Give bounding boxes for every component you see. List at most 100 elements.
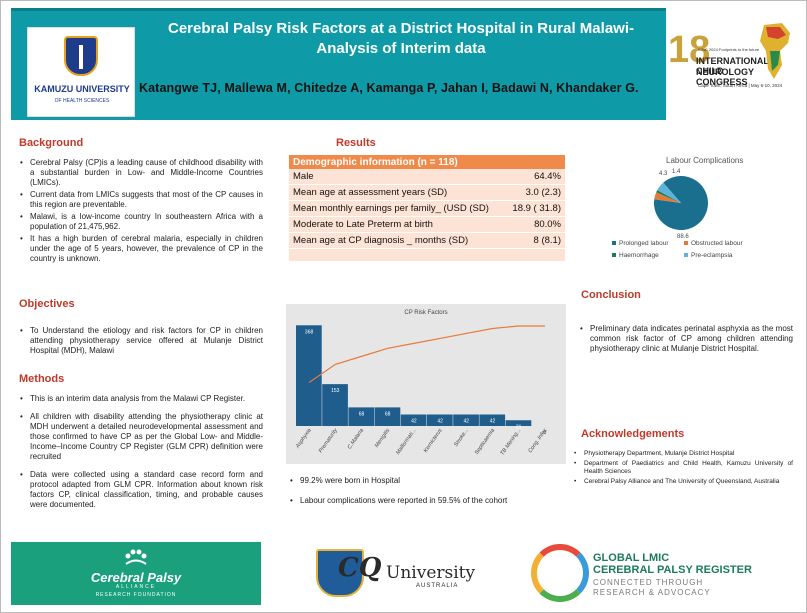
list-item: Data were collected using a standard cas… [19,470,263,510]
cp-alliance-foundation: RESEARCH FOUNDATION [95,592,177,598]
glmic-circle-icon [531,544,589,602]
pie-label-haemorrhage: 1.4 [672,169,681,175]
pie-slice-3 [657,182,681,203]
row-label: Mean monthly earnings per family_ (USD (… [293,203,489,214]
table-row: Mean age at assessment years (SD) 3.0 (2.… [289,185,565,201]
cp-alliance-sub: ALLIANCE [115,584,157,590]
cq-university-logo: CQ University AUSTRALIA [316,549,521,599]
row-label: Mean age at assessment years (SD) [293,187,448,198]
pareto-data-label: 368 [305,329,314,335]
pareto-tick-label: Cong. Infec [527,428,548,455]
pareto-title: CP Risk Factors [404,310,447,316]
list-item: Current data from LMICs suggests that mo… [19,190,263,210]
list-item: This is an interim data analysis from th… [19,394,263,404]
pareto-bar-0 [296,325,322,426]
pareto-tick-label: TB Mening... [500,428,523,457]
pareto-bar-5 [427,414,453,426]
legend-label: Obstructed labour [691,240,744,247]
university-subtitle: OF HEALTH SCIENCES [54,98,110,104]
legend-label: Haemorrhage [619,252,659,259]
row-value: 18.9 ( 31.8) [512,203,561,214]
poster-title: Cerebral Palsy Risk Factors at a Distric… [146,19,656,59]
pareto-bar-8 [505,420,532,426]
list-item: To Understand the etiology and risk fact… [19,326,263,356]
glmic-register-logo: GLOBAL LMIC CEREBRAL PALSY REGISTER CONN… [531,544,801,604]
title-line-2: Analysis of Interim data [316,40,486,57]
row-label: Moderate to Late Preterm at birth [293,219,433,230]
cp-alliance-icon [125,549,147,565]
pareto-data-label: 42 [464,419,470,425]
legend-swatch [684,241,688,245]
row-value: 80.0% [534,219,561,230]
pareto-bar-4 [400,414,427,426]
row-value: 8 (8.1) [533,235,561,246]
background-list: Cerebral Palsy (CP)is a leading cause of… [19,158,263,266]
congress-title-2: NEUROLOGY CONGRESS [696,67,754,87]
pareto-data-label: 42 [437,419,443,425]
legend-swatch [612,253,616,257]
pareto-data-label: 0 [544,430,547,436]
pie-label-obstructed: 4.3 [659,171,668,177]
cq-letters: CQ [338,553,382,583]
cq-shield-icon [316,549,364,597]
kamuzu-university-logo: KAMUZU UNIVERSITY OF HEALTH SCIENCES [27,27,135,117]
list-item: Cerebral Palsy Alliance and The Universi… [573,478,793,486]
table-row: Male 64.4% [289,169,565,185]
africa-map-icon [760,23,790,79]
pareto-tick-label: Menigitis [374,428,392,449]
acknowledgements-list: Physiotherapy Department, Mulanje Distri… [573,450,793,488]
glmic-line-3: CONNECTED THROUGH [593,578,704,587]
list-item: 99.2% were born in Hospital [289,476,564,486]
congress-location: Cape Town, South Africa | May 6-10, 2024 [698,83,783,88]
cq-country: AUSTRALIA [416,583,459,589]
congress-number: 18 [668,29,711,71]
demographic-table: Demographic information (n = 118) Male 64… [289,155,565,261]
table-row: Mean monthly earnings per family_ (USD (… [289,201,565,217]
pareto-bar-1 [322,384,348,426]
university-shield-icon [64,36,98,76]
conclusion-list: Preliminary data indicates perinatal asp… [579,324,793,356]
legend-label: Prolonged labour [619,240,669,247]
pareto-data-label: 68 [385,411,391,417]
pie-slice-2 [656,190,681,203]
pareto-data-label: 42 [411,419,417,425]
pareto-bar-3 [374,407,401,426]
methods-heading: Methods [19,373,65,385]
congress-tagline: ICNC 2024 Footprints to the future [698,47,760,52]
pie-title: Labour Complications [666,156,743,165]
list-item: Preliminary data indicates perinatal asp… [579,324,793,354]
pareto-tick-label: Malformati... [395,428,417,456]
list-item: Labour complications were reported in 59… [289,496,564,506]
pie-slice-1 [654,192,681,203]
legend-swatch [612,241,616,245]
pareto-bar-6 [453,414,479,426]
congress-logo: 18 ICNC 2024 Footprints to the future IN… [666,11,796,121]
row-value: 3.0 (2.3) [525,187,561,198]
list-item: All children with disability attending t… [19,412,263,462]
glmic-line-2: CEREBRAL PALSY REGISTER [593,564,752,576]
legend-label: Pre-eclampsia [691,252,733,259]
results-bullets: 99.2% were born in Hospital Labour compl… [289,476,564,508]
glmic-line-4: RESEARCH & ADVOCACY [593,588,711,597]
row-label: Male [293,171,314,182]
table-spacer [289,249,565,261]
pareto-tick-label: C.Malaria [347,428,365,451]
row-value: 64.4% [534,171,561,182]
university-name: KAMUZU UNIVERSITY [34,84,130,94]
table-row: Mean age at CP diagnosis _ months (SD) 8 … [289,233,565,249]
list-item: Physiotherapy Department, Mulanje Distri… [573,450,793,458]
results-heading: Results [336,137,376,149]
objectives-heading: Objectives [19,298,75,310]
pareto-data-label: 68 [359,411,365,417]
pareto-bar-7 [479,414,506,426]
pareto-tick-label: Stroke... [453,428,470,448]
congress-title-1: INTERNATIONAL CHILD [696,56,769,76]
cp-risk-factors-chart: CP Risk Factors 368 Asphyxia 153 Prematurity… [286,304,566,464]
title-line-1: Cerebral Palsy Risk Factors at a Distric… [168,20,634,37]
list-item: Department of Paediatrics and Child Heal… [573,460,793,476]
table-title: Demographic information (n = 118) [289,155,565,169]
pareto-data-label: 153 [331,388,340,394]
acknowledgements-heading: Acknowledgements [581,428,685,440]
glmic-line-1: GLOBAL LMIC [593,552,670,564]
